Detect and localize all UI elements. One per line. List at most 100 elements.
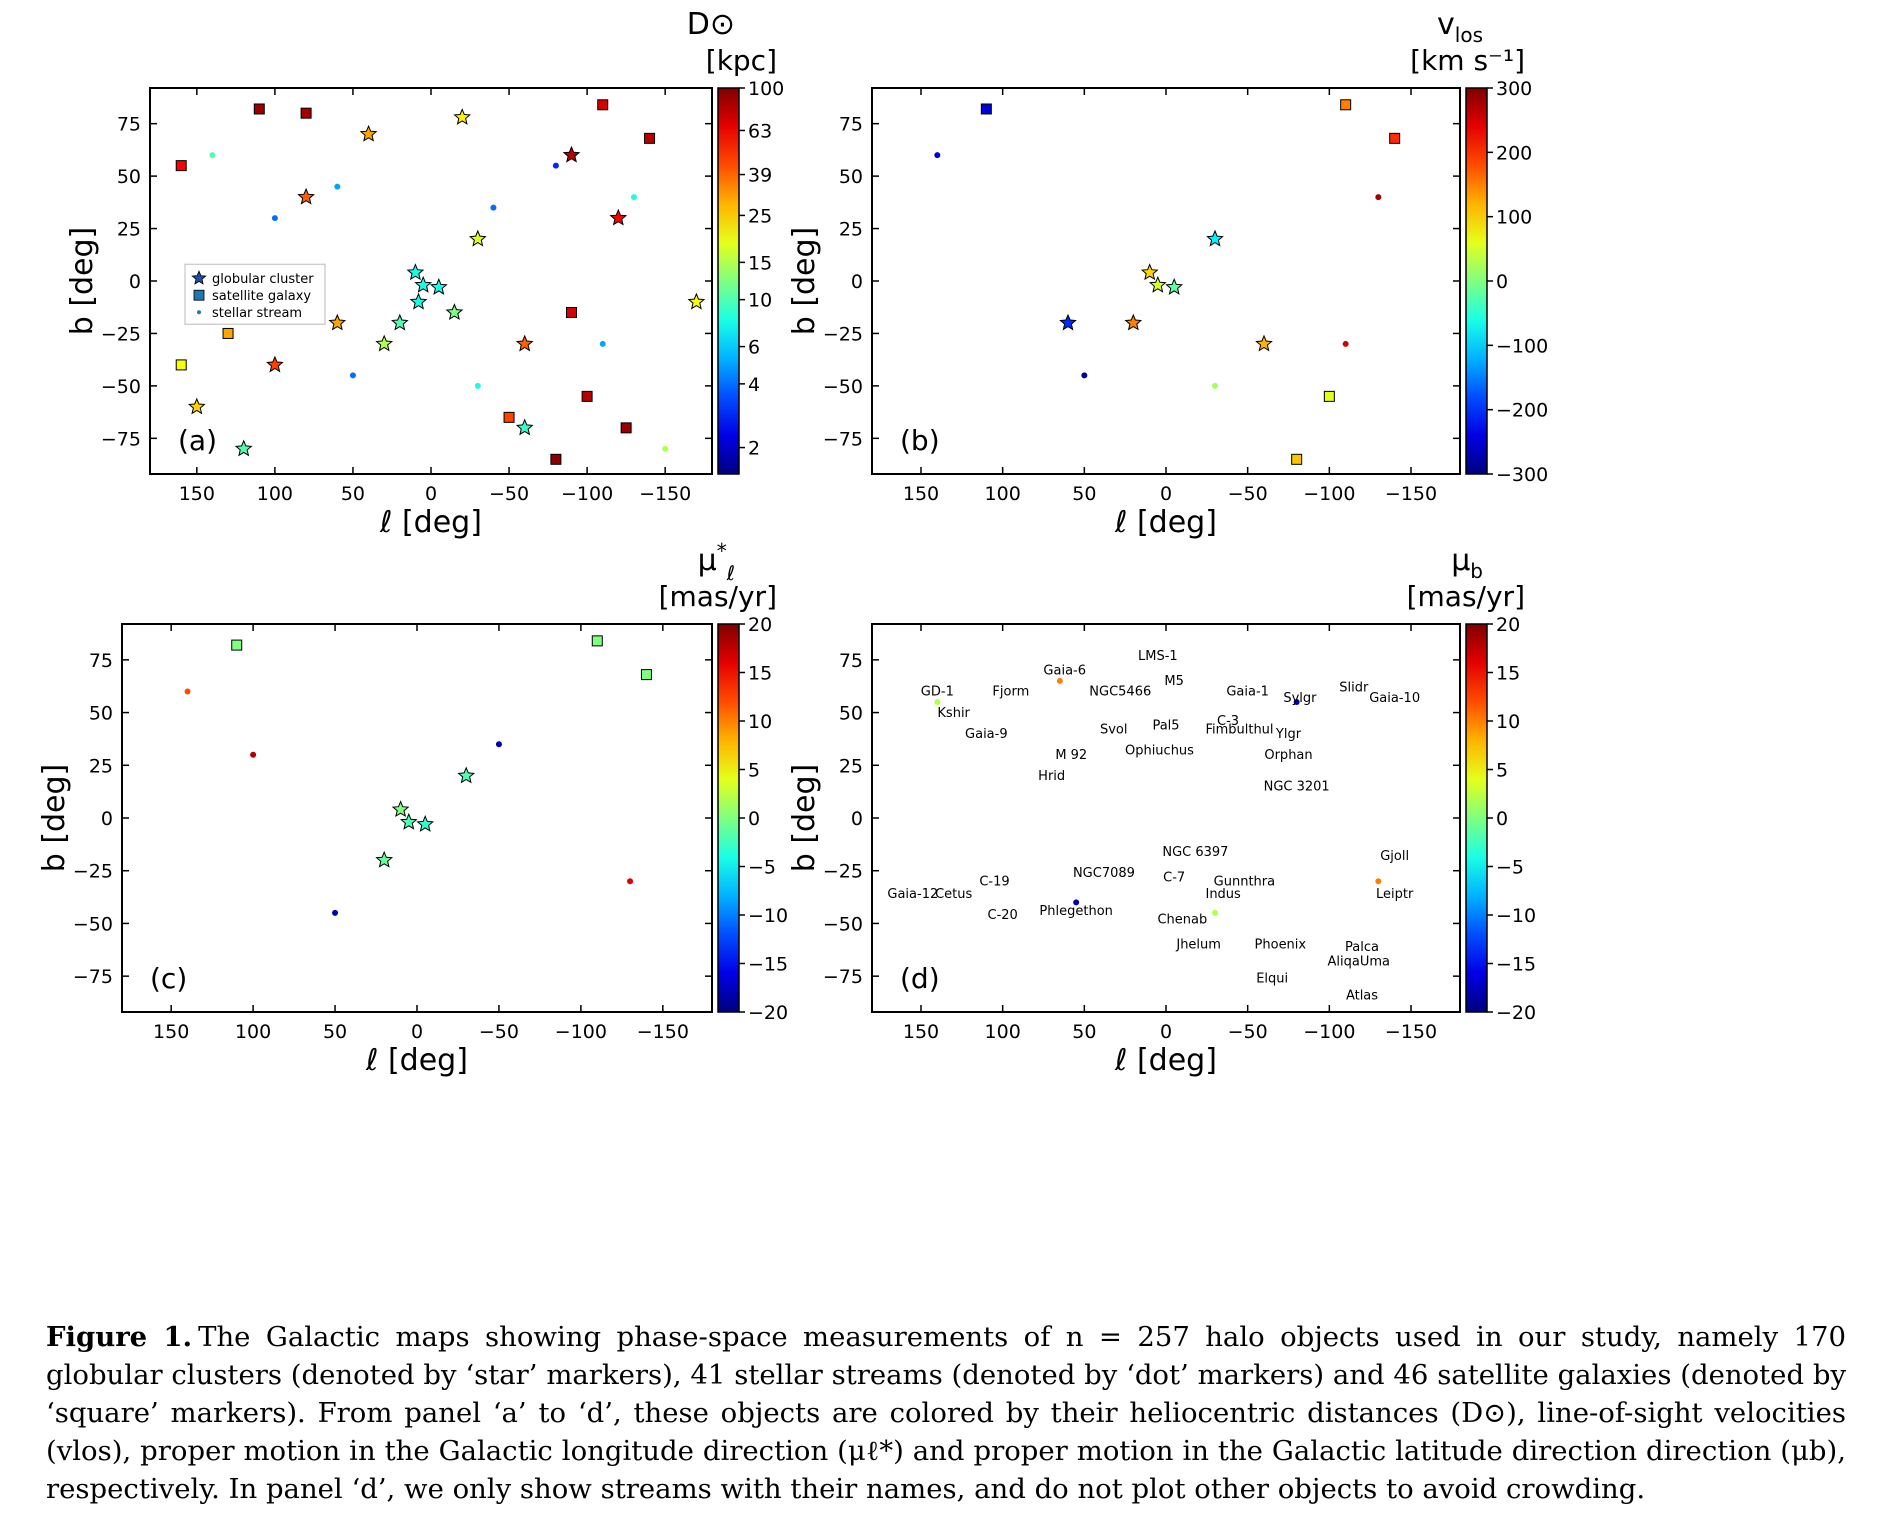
- y-tick-label: 0: [101, 808, 113, 830]
- stellar-stream-marker: [552, 162, 559, 169]
- y-tick-label: 25: [89, 755, 113, 777]
- colorbar-tick-label: −5: [1496, 857, 1524, 879]
- colorbar-tick-label: 25: [748, 205, 772, 227]
- stellar-stream-marker: [599, 340, 606, 347]
- satellite-galaxy-marker: [550, 453, 562, 465]
- x-tick-label: −50: [479, 1021, 519, 1043]
- colorbar-tick-label: 2: [748, 438, 760, 460]
- stellar-stream-marker: [349, 372, 356, 379]
- panel-label: (c): [150, 962, 187, 995]
- globular-cluster-marker: [429, 277, 448, 295]
- globular-cluster-marker: [687, 292, 706, 310]
- x-tick-label: 0: [425, 483, 437, 505]
- globular-cluster-marker: [390, 313, 409, 331]
- globular-cluster-marker: [375, 850, 394, 868]
- legend-entry: stellar stream: [212, 306, 302, 321]
- colorbar-unit: [mas/yr]: [1407, 580, 1525, 613]
- colorbar-tick-label: 5: [1496, 760, 1508, 782]
- x-tick-label: 100: [985, 483, 1021, 505]
- colorbar-title: vlos: [1437, 7, 1483, 47]
- panel-b: 150 100 50 0 −50 −100 −150 75 50 25 0 −25 −50 −75 ℓ [d…: [787, 7, 1548, 540]
- stream-name-label: Phlegethon: [1039, 904, 1112, 919]
- satellite-galaxy-marker: [1291, 453, 1303, 465]
- y-tick-label: −75: [823, 428, 863, 450]
- stream-name-label: Gaia-1: [1226, 685, 1269, 700]
- colorbar-tick-label: 200: [1496, 142, 1532, 164]
- stellar-stream-marker: [662, 445, 669, 452]
- stream-name-label: M 92: [1055, 748, 1087, 763]
- legend-entry: satellite galaxy: [212, 289, 311, 304]
- y-tick-label: 75: [839, 650, 863, 672]
- colorbar-tick-label: 39: [748, 165, 772, 187]
- stream-name-label: Pal5: [1152, 718, 1179, 733]
- stream-name-label: NGC5466: [1089, 685, 1151, 700]
- satellite-galaxy-marker: [581, 390, 593, 402]
- stellar-stream-marker: [495, 741, 502, 748]
- globular-cluster-marker: [406, 263, 425, 281]
- globular-cluster-marker: [445, 303, 464, 320]
- x-axis-label: ℓ [deg]: [1114, 1043, 1217, 1078]
- colorbar: [717, 87, 740, 475]
- y-tick-label: 75: [117, 114, 141, 136]
- colorbar-unit: [mas/yr]: [659, 580, 777, 613]
- x-tick-label: 100: [985, 1021, 1021, 1043]
- x-tick-label: 50: [323, 1021, 347, 1043]
- colorbar-tick-label: 15: [1496, 663, 1520, 685]
- colorbar-tick-label: −200: [1496, 400, 1548, 422]
- globular-cluster-marker: [399, 812, 418, 830]
- colorbar-tick-label: −15: [748, 954, 788, 976]
- stream-name-label: C-7: [1163, 870, 1185, 885]
- caption-text: The Galactic maps showing phase-space me…: [46, 1321, 1846, 1505]
- colorbar-tick-label: 15: [748, 252, 772, 274]
- stream-name-label: Gaia-10: [1369, 691, 1420, 706]
- stream-name-label: Phoenix: [1255, 938, 1307, 953]
- satellite-galaxy-marker: [231, 639, 243, 651]
- colorbar-tick-label: 0: [1496, 808, 1508, 830]
- stream-name-label: GD-1: [921, 685, 954, 700]
- stellar-stream-marker: [934, 699, 941, 706]
- satellite-galaxy-marker: [253, 103, 265, 115]
- stellar-stream-marker: [1073, 899, 1080, 906]
- stream-name-label: C-3: [1217, 714, 1239, 729]
- y-tick-label: 50: [89, 703, 113, 725]
- panel-label: (d): [900, 962, 940, 995]
- stream-name-label: Atlas: [1346, 988, 1378, 1003]
- figure-caption: Figure 1. The Galactic maps showing phase…: [46, 1318, 1846, 1508]
- colorbar: [1465, 623, 1488, 1013]
- stellar-stream-marker: [1212, 382, 1218, 389]
- satellite-galaxy-marker: [566, 306, 577, 318]
- panel-label: (b): [900, 424, 940, 457]
- x-tick-label: 150: [903, 1021, 939, 1043]
- stream-name-label: NGC7089: [1073, 866, 1135, 881]
- x-axis-label: ℓ [deg]: [1114, 505, 1217, 540]
- y-tick-label: 25: [117, 219, 141, 241]
- stream-name-label: AliqaUma: [1327, 955, 1389, 970]
- x-tick-label: 100: [235, 1021, 271, 1043]
- x-axis-label: ℓ [deg]: [379, 505, 482, 540]
- stream-name-label: Kshir: [937, 706, 970, 721]
- legend: globular cluster satellite galaxy stellar …: [184, 263, 326, 325]
- axes-frame: [121, 623, 713, 1013]
- x-tick-label: −100: [555, 1021, 607, 1043]
- x-tick-label: 50: [1072, 1021, 1096, 1043]
- stream-name-label: Jhelum: [1175, 938, 1221, 953]
- caption-label: Figure 1.: [46, 1321, 193, 1353]
- x-tick-label: 100: [257, 483, 293, 505]
- x-tick-label: −150: [1385, 1021, 1437, 1043]
- satellite-galaxy-marker: [980, 103, 992, 115]
- stream-name-label: Hrid: [1038, 769, 1065, 784]
- globular-cluster-marker: [515, 334, 534, 352]
- stream-name-label: M5: [1164, 674, 1184, 689]
- globular-cluster-marker: [375, 334, 394, 352]
- stellar-stream-marker: [630, 194, 637, 201]
- colorbar-tick-label: 100: [748, 78, 784, 100]
- stream-name-label: Indus: [1205, 887, 1241, 902]
- y-axis-label: b [deg]: [65, 227, 100, 336]
- x-tick-label: 50: [1072, 483, 1096, 505]
- stream-name-label: Sylgr: [1283, 691, 1317, 706]
- colorbar-tick-label: −10: [1496, 905, 1536, 927]
- stellar-stream-marker: [1342, 340, 1349, 347]
- y-tick-label: 50: [839, 166, 863, 188]
- stream-name-label: Ophiuchus: [1125, 744, 1194, 759]
